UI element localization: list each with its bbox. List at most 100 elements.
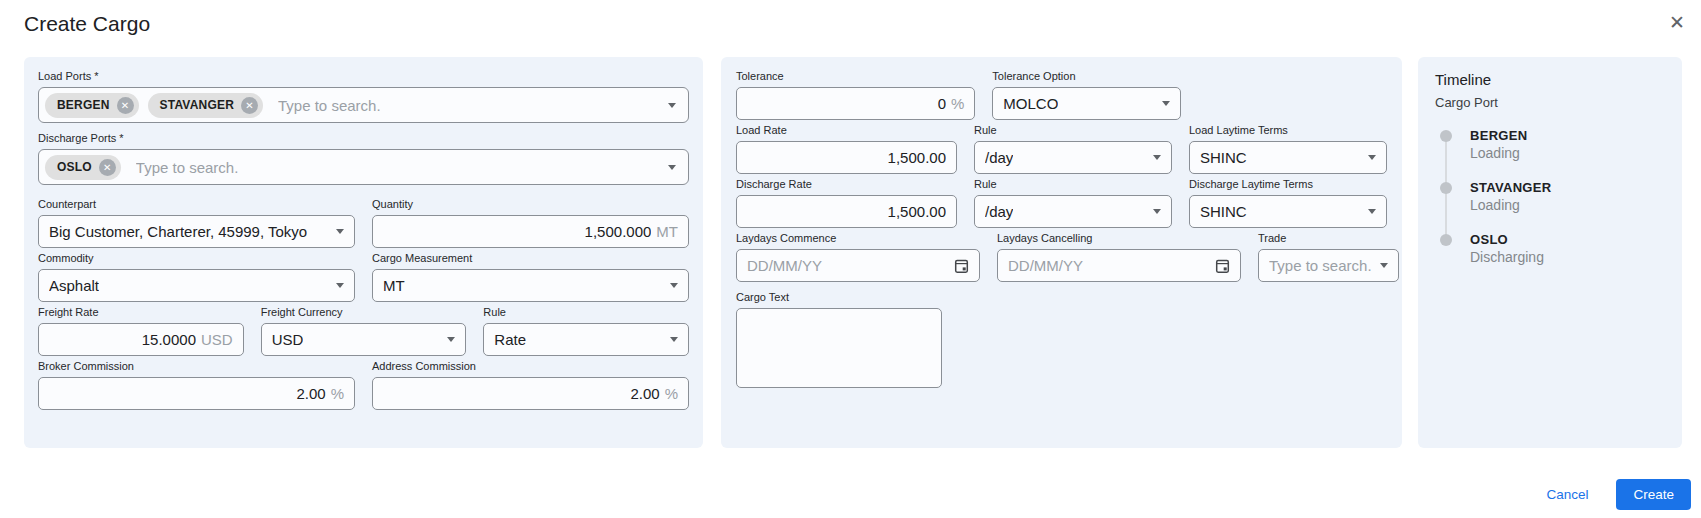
timeline-activity: Loading (1470, 145, 1665, 161)
timeline-subtitle: Cargo Port (1435, 95, 1665, 110)
calendar-icon[interactable] (1215, 258, 1230, 274)
timeline-dot-icon (1440, 182, 1452, 194)
timeline-port: OSLO (1470, 232, 1665, 247)
laydays-cancelling-field[interactable] (997, 249, 1241, 282)
load-port-chip: BERGEN ✕ (45, 93, 139, 118)
chip-remove-icon[interactable]: ✕ (241, 97, 258, 114)
timeline-dot-icon (1440, 234, 1452, 246)
chevron-down-icon (336, 229, 344, 234)
chevron-down-icon (1153, 155, 1161, 160)
freight-currency-label: Freight Currency (261, 306, 467, 319)
chevron-down-icon (668, 103, 676, 108)
timeline-dot-icon (1440, 130, 1452, 142)
discharge-rate-label: Discharge Rate (736, 178, 957, 191)
tolerance-input[interactable] (747, 95, 946, 112)
chip-label: OSLO (57, 160, 92, 174)
quantity-label: Quantity (372, 198, 689, 211)
discharge-ports-search-input[interactable] (136, 159, 660, 176)
rates-laytime-panel: Tolerance % Tolerance Option MOLCO Load … (721, 57, 1402, 448)
load-rate-field[interactable] (736, 141, 957, 174)
quantity-unit: MT (656, 223, 678, 240)
timeline-entry: STAVANGER Loading (1440, 180, 1665, 213)
cargo-text-input[interactable] (736, 308, 942, 388)
discharge-laytime-terms-value: SHINC (1200, 203, 1247, 220)
laydays-cancelling-label: Laydays Cancelling (997, 232, 1241, 245)
tolerance-label: Tolerance (736, 70, 975, 83)
create-button[interactable]: Create (1616, 479, 1691, 510)
chip-label: STAVANGER (160, 98, 234, 112)
discharge-ports-input[interactable]: OSLO ✕ (38, 149, 689, 185)
timeline-panel: Timeline Cargo Port BERGEN Loading STAVA… (1418, 57, 1682, 448)
load-laytime-terms-value: SHINC (1200, 149, 1247, 166)
timeline-port: BERGEN (1470, 128, 1665, 143)
timeline-entry: BERGEN Loading (1440, 128, 1665, 161)
timeline-list: BERGEN Loading STAVANGER Loading OSLO Di… (1440, 128, 1665, 265)
laydays-commence-input[interactable] (747, 257, 946, 274)
address-commission-unit: % (665, 385, 678, 402)
freight-currency-value: USD (272, 331, 304, 348)
chip-remove-icon[interactable]: ✕ (99, 159, 116, 176)
timeline-port: STAVANGER (1470, 180, 1665, 195)
broker-commission-label: Broker Commission (38, 360, 355, 373)
laydays-commence-label: Laydays Commence (736, 232, 980, 245)
cancel-button[interactable]: Cancel (1546, 487, 1588, 502)
chevron-down-icon (668, 165, 676, 170)
chevron-down-icon (1368, 209, 1376, 214)
load-port-chip: STAVANGER ✕ (148, 93, 263, 118)
freight-rate-label: Freight Rate (38, 306, 244, 319)
chevron-down-icon (1153, 209, 1161, 214)
freight-currency-select[interactable]: USD (261, 323, 467, 356)
broker-commission-unit: % (331, 385, 344, 402)
laydays-cancelling-input[interactable] (1008, 257, 1207, 274)
discharge-port-chip: OSLO ✕ (45, 155, 121, 180)
chip-remove-icon[interactable]: ✕ (117, 97, 134, 114)
cargo-measurement-label: Cargo Measurement (372, 252, 689, 265)
load-laytime-terms-label: Load Laytime Terms (1189, 124, 1387, 137)
load-rule-label: Rule (974, 124, 1172, 137)
broker-commission-input[interactable] (49, 385, 326, 402)
freight-rate-field[interactable]: USD (38, 323, 244, 356)
discharge-rate-input[interactable] (747, 203, 946, 220)
tolerance-field[interactable]: % (736, 87, 975, 120)
laydays-commence-field[interactable] (736, 249, 980, 282)
discharge-rate-field[interactable] (736, 195, 957, 228)
address-commission-input[interactable] (383, 385, 660, 402)
load-rule-select[interactable]: /day (974, 141, 1172, 174)
quantity-input[interactable] (383, 223, 651, 240)
address-commission-field[interactable]: % (372, 377, 689, 410)
chevron-down-icon (447, 337, 455, 342)
cargo-text-label: Cargo Text (736, 291, 1387, 304)
tolerance-option-value: MOLCO (1003, 95, 1058, 112)
discharge-ports-label: Discharge Ports * (38, 132, 689, 145)
quantity-field[interactable]: MT (372, 215, 689, 248)
load-ports-label: Load Ports * (38, 70, 689, 83)
discharge-rule-value: /day (985, 203, 1013, 220)
calendar-icon[interactable] (954, 258, 969, 274)
tolerance-unit: % (951, 95, 964, 112)
close-icon[interactable]: ✕ (1669, 12, 1685, 34)
freight-rule-select[interactable]: Rate (483, 323, 689, 356)
chevron-down-icon (670, 337, 678, 342)
load-laytime-terms-select[interactable]: SHINC (1189, 141, 1387, 174)
load-ports-search-input[interactable] (278, 97, 660, 114)
cargo-details-panel: Load Ports * BERGEN ✕ STAVANGER ✕ Discha… (24, 57, 703, 448)
load-rate-label: Load Rate (736, 124, 957, 137)
counterpart-select[interactable]: Big Customer, Charterer, 45999, Tokyo (38, 215, 355, 248)
commodity-select[interactable]: Asphalt (38, 269, 355, 302)
chevron-down-icon (670, 283, 678, 288)
timeline-title: Timeline (1435, 71, 1665, 88)
freight-rule-value: Rate (494, 331, 526, 348)
discharge-laytime-terms-select[interactable]: SHINC (1189, 195, 1387, 228)
trade-select[interactable]: Type to search. (1258, 249, 1399, 282)
chevron-down-icon (336, 283, 344, 288)
dialog-footer: Cancel Create (1546, 479, 1691, 510)
cargo-measurement-select[interactable]: MT (372, 269, 689, 302)
tolerance-option-select[interactable]: MOLCO (992, 87, 1181, 120)
load-rate-input[interactable] (747, 149, 946, 166)
load-ports-input[interactable]: BERGEN ✕ STAVANGER ✕ (38, 87, 689, 123)
discharge-rule-select[interactable]: /day (974, 195, 1172, 228)
counterpart-value: Big Customer, Charterer, 45999, Tokyo (49, 223, 307, 240)
broker-commission-field[interactable]: % (38, 377, 355, 410)
timeline-activity: Loading (1470, 197, 1665, 213)
freight-rate-input[interactable] (49, 331, 196, 348)
